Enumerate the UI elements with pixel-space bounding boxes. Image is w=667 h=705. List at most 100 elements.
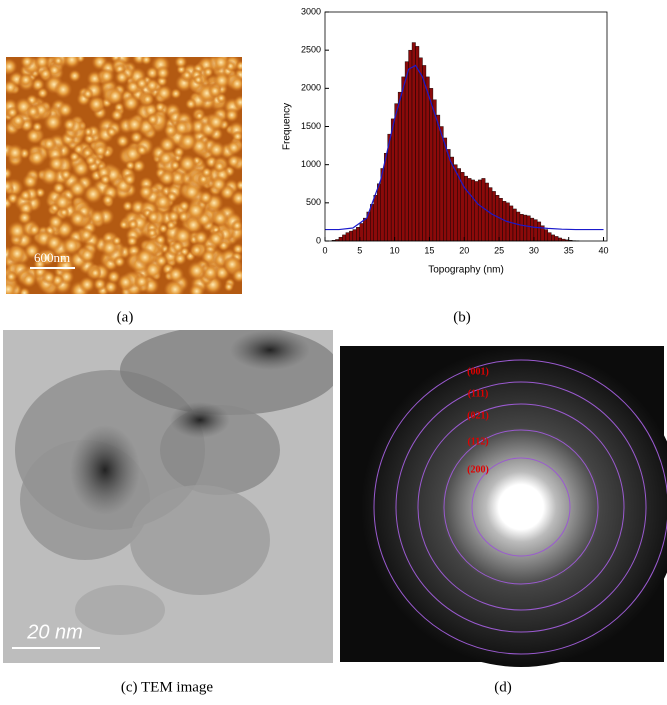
bar <box>339 237 342 241</box>
bar <box>412 43 415 241</box>
x-tick-label: 15 <box>424 245 434 255</box>
texture <box>207 141 225 159</box>
bar <box>409 50 412 241</box>
bar <box>416 46 419 241</box>
x-axis-label: Topography (nm) <box>428 265 504 276</box>
bar <box>363 218 366 241</box>
bar <box>353 230 356 241</box>
texture <box>207 113 226 132</box>
texture <box>53 193 71 211</box>
texture <box>211 209 229 227</box>
texture <box>52 182 65 195</box>
y-tick-label: 1000 <box>301 159 321 169</box>
texture <box>130 131 143 144</box>
texture <box>185 98 197 110</box>
bar <box>422 65 425 241</box>
texture <box>32 121 43 132</box>
texture <box>213 72 231 90</box>
bar <box>513 209 516 241</box>
texture <box>216 93 226 103</box>
bar <box>443 138 446 241</box>
texture <box>68 69 81 82</box>
texture <box>115 70 130 85</box>
texture <box>37 87 49 99</box>
texture <box>53 55 64 66</box>
bar <box>447 149 450 241</box>
texture <box>85 154 97 166</box>
bar <box>402 77 405 241</box>
texture <box>48 214 64 230</box>
texture <box>135 247 155 267</box>
bar <box>523 215 526 241</box>
texture <box>89 267 102 280</box>
texture <box>231 220 243 232</box>
texture <box>224 282 234 292</box>
bar <box>370 204 373 241</box>
bar <box>454 165 457 241</box>
bar <box>391 119 394 241</box>
y-tick-label: 0 <box>316 235 321 245</box>
bar <box>551 235 554 241</box>
bar <box>374 195 377 241</box>
bar <box>356 227 359 241</box>
bar <box>384 153 387 241</box>
texture <box>79 228 94 243</box>
texture <box>233 95 247 109</box>
x-tick-label: 25 <box>494 245 504 255</box>
bar <box>482 178 485 241</box>
texture <box>69 210 87 228</box>
texture <box>226 154 241 169</box>
tem-image <box>3 325 340 663</box>
texture <box>166 220 177 231</box>
texture <box>141 93 154 106</box>
bar <box>534 220 537 241</box>
texture <box>134 274 150 290</box>
texture <box>116 134 130 148</box>
bar <box>530 218 533 241</box>
bar <box>426 77 429 241</box>
texture <box>203 67 214 78</box>
texture <box>22 173 38 189</box>
texture <box>178 132 197 151</box>
texture <box>163 123 177 137</box>
bar <box>555 236 558 241</box>
x-tick-label: 20 <box>459 245 469 255</box>
bar <box>388 134 391 241</box>
bar <box>464 176 467 241</box>
texture <box>235 60 246 71</box>
texture <box>167 266 184 283</box>
caption: (c) TEM image <box>121 679 214 695</box>
bar <box>450 157 453 241</box>
bar <box>360 223 363 241</box>
texture <box>106 126 118 138</box>
y-tick-label: 2000 <box>301 83 321 93</box>
caption: (d) <box>494 679 512 695</box>
texture <box>159 170 175 186</box>
texture <box>189 283 205 299</box>
texture <box>223 255 241 273</box>
x-tick-label: 0 <box>322 245 327 255</box>
texture <box>135 77 148 90</box>
texture <box>18 211 32 225</box>
texture <box>34 54 50 70</box>
caption: (a) <box>117 309 134 325</box>
texture <box>125 160 135 170</box>
x-tick-label: 35 <box>564 245 574 255</box>
texture <box>122 94 140 112</box>
bar <box>478 180 481 241</box>
bar <box>440 127 443 242</box>
bar <box>544 230 547 241</box>
texture <box>155 101 167 113</box>
texture <box>194 111 204 121</box>
bar <box>516 212 519 241</box>
texture <box>136 144 148 156</box>
bar <box>475 181 478 241</box>
texture <box>171 240 184 253</box>
texture <box>123 173 136 186</box>
bar <box>429 88 432 241</box>
bar <box>342 235 345 241</box>
texture <box>110 109 123 122</box>
texture <box>1 58 18 75</box>
texture <box>107 270 121 284</box>
